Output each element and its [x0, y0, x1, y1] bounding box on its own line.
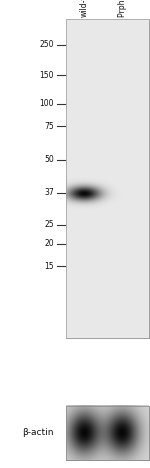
Text: Prph2⁺/⁻ (Rds): Prph2⁺/⁻ (Rds): [118, 0, 127, 17]
Bar: [66, 19, 148, 338]
Bar: [66, 19, 148, 338]
Bar: [66, 405, 148, 461]
Text: 250: 250: [39, 40, 54, 49]
Text: 150: 150: [39, 71, 54, 80]
Text: β-actin: β-actin: [22, 428, 54, 438]
Text: 75: 75: [44, 122, 54, 131]
Text: wild-type: wild-type: [80, 0, 89, 17]
Text: 37: 37: [44, 189, 54, 197]
Text: 20: 20: [44, 240, 54, 249]
Text: 15: 15: [44, 262, 54, 271]
Text: 50: 50: [44, 155, 54, 164]
Text: 100: 100: [39, 99, 54, 108]
Bar: [66, 405, 148, 461]
Text: 25: 25: [44, 220, 54, 229]
